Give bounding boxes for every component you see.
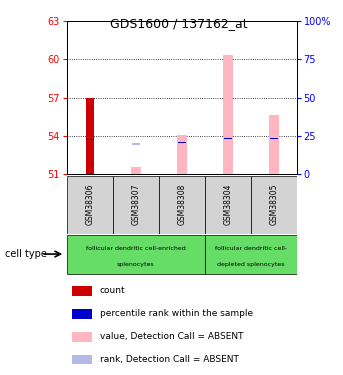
Bar — [72, 286, 92, 296]
Text: cell type: cell type — [5, 249, 47, 259]
Bar — [205, 235, 297, 274]
Text: GSM38307: GSM38307 — [131, 183, 140, 225]
Bar — [269, 116, 279, 174]
Text: rank, Detection Call = ABSENT: rank, Detection Call = ABSENT — [100, 355, 239, 364]
Bar — [178, 141, 186, 143]
Bar — [72, 309, 92, 319]
Bar — [131, 167, 141, 174]
Text: follicular dendritic cell-: follicular dendritic cell- — [215, 246, 287, 251]
Bar — [67, 176, 113, 234]
Bar — [72, 332, 92, 342]
Text: value, Detection Call = ABSENT: value, Detection Call = ABSENT — [100, 332, 243, 341]
Bar — [177, 135, 187, 174]
Bar — [86, 98, 94, 174]
Text: GSM38304: GSM38304 — [223, 183, 232, 225]
Text: GSM38305: GSM38305 — [269, 183, 278, 225]
Text: count: count — [100, 286, 126, 296]
Bar — [67, 235, 205, 274]
Text: GSM38306: GSM38306 — [85, 183, 94, 225]
Bar — [113, 176, 159, 234]
Bar — [132, 143, 140, 145]
Bar — [205, 176, 251, 234]
Text: GSM38308: GSM38308 — [177, 183, 186, 225]
Text: splenocytes: splenocytes — [117, 262, 155, 267]
Bar — [72, 355, 92, 364]
Text: depleted splenocytes: depleted splenocytes — [217, 262, 284, 267]
Bar — [223, 55, 233, 174]
Bar — [159, 176, 205, 234]
Bar — [251, 176, 297, 234]
Bar — [86, 139, 94, 140]
Text: GDS1600 / 137162_at: GDS1600 / 137162_at — [109, 17, 247, 30]
Bar — [270, 138, 278, 140]
Text: follicular dendritic cell-enriched: follicular dendritic cell-enriched — [86, 246, 186, 251]
Text: percentile rank within the sample: percentile rank within the sample — [100, 309, 253, 318]
Bar — [224, 138, 232, 140]
